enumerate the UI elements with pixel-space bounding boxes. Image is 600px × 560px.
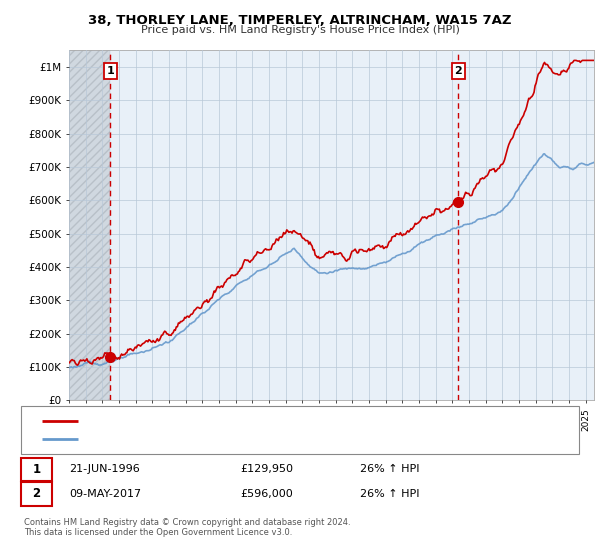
Text: 38, THORLEY LANE, TIMPERLEY, ALTRINCHAM, WA15 7AZ (detached house): 38, THORLEY LANE, TIMPERLEY, ALTRINCHAM,… — [87, 416, 455, 426]
Text: 09-MAY-2017: 09-MAY-2017 — [69, 489, 141, 499]
Text: 26% ↑ HPI: 26% ↑ HPI — [360, 464, 419, 474]
Text: 1: 1 — [106, 66, 114, 76]
Bar — [69, 50, 110, 400]
Text: £129,950: £129,950 — [240, 464, 293, 474]
Text: Contains HM Land Registry data © Crown copyright and database right 2024.
This d: Contains HM Land Registry data © Crown c… — [24, 518, 350, 538]
Text: 2: 2 — [32, 487, 41, 501]
Text: £596,000: £596,000 — [240, 489, 293, 499]
Text: 1: 1 — [32, 463, 41, 476]
Text: 26% ↑ HPI: 26% ↑ HPI — [360, 489, 419, 499]
Text: 21-JUN-1996: 21-JUN-1996 — [69, 464, 140, 474]
Text: 38, THORLEY LANE, TIMPERLEY, ALTRINCHAM, WA15 7AZ: 38, THORLEY LANE, TIMPERLEY, ALTRINCHAM,… — [88, 14, 512, 27]
Text: Price paid vs. HM Land Registry's House Price Index (HPI): Price paid vs. HM Land Registry's House … — [140, 25, 460, 35]
Bar — [69, 50, 110, 400]
Text: 2: 2 — [454, 66, 462, 76]
Text: HPI: Average price, detached house, Trafford: HPI: Average price, detached house, Traf… — [87, 434, 305, 444]
